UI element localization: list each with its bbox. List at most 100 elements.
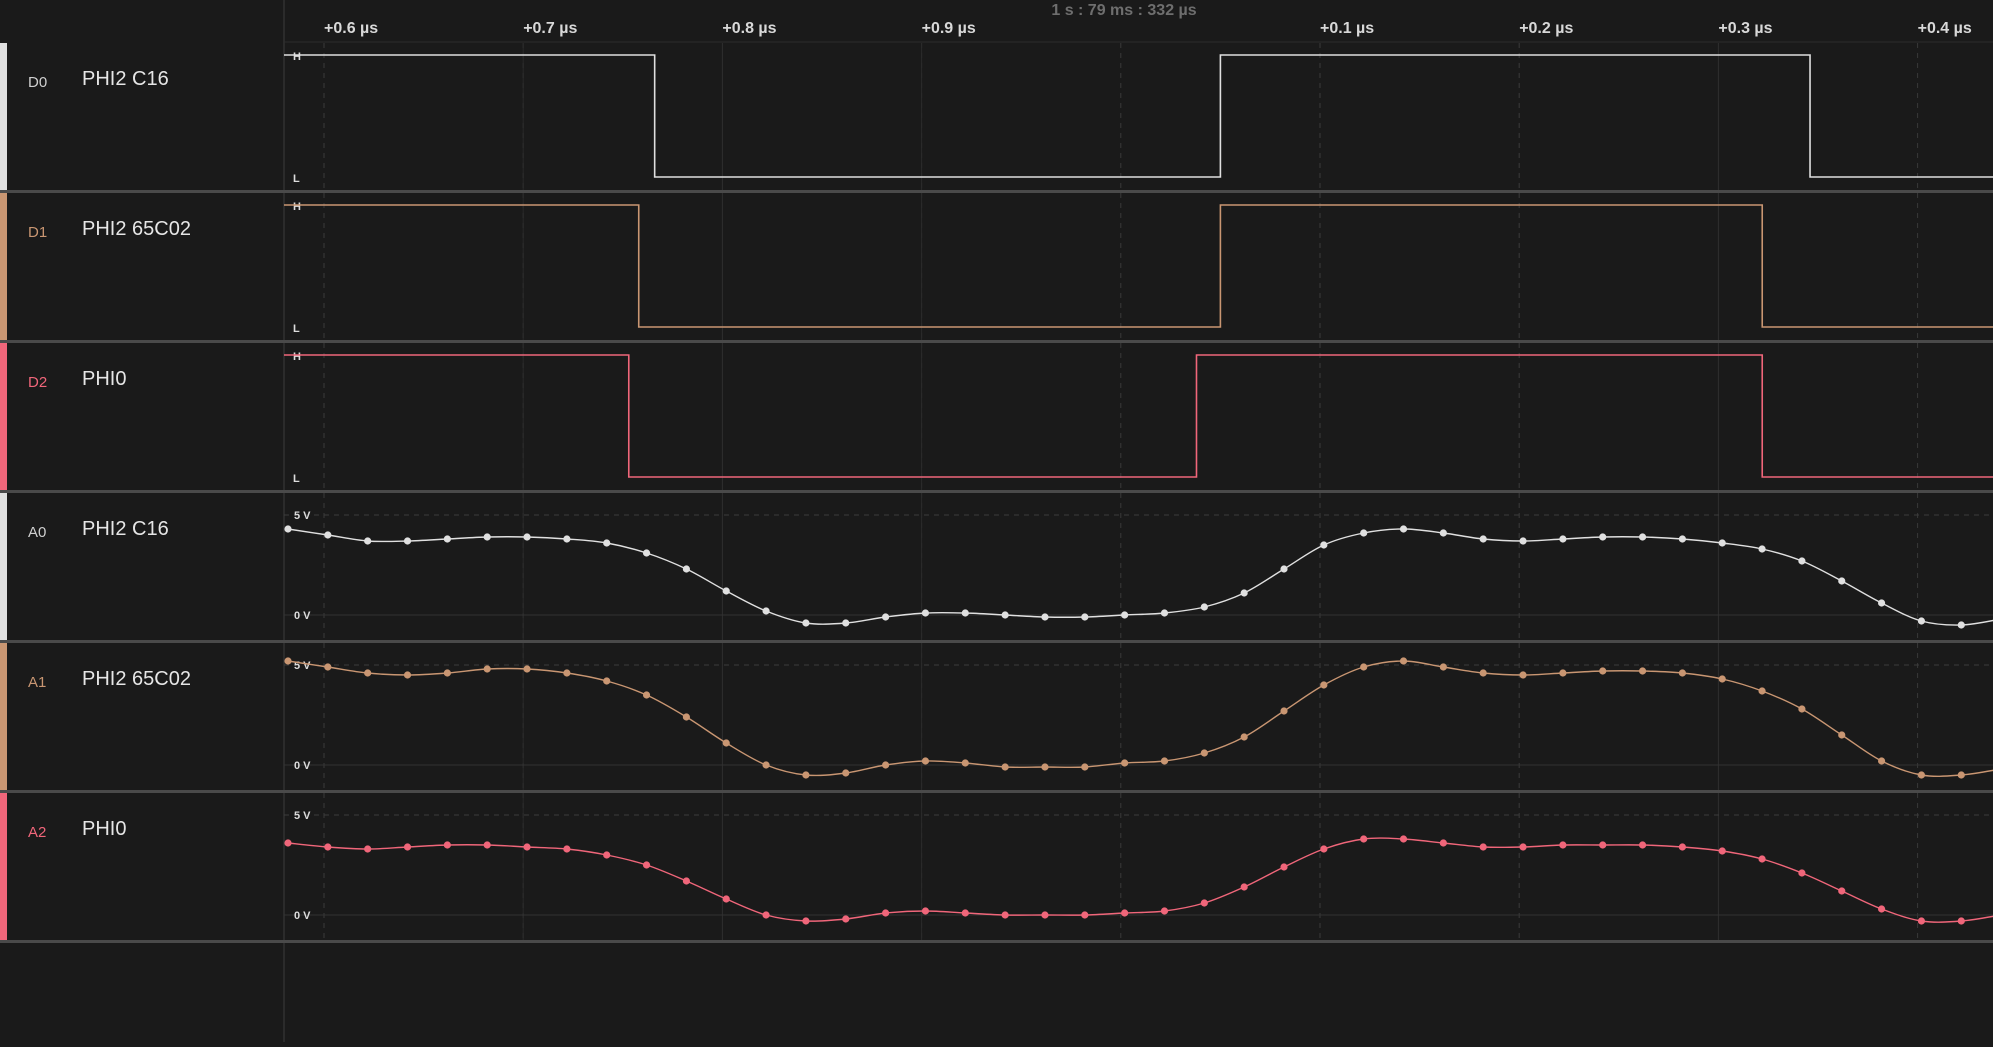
lane-divider (0, 190, 1993, 193)
sample-point (284, 525, 292, 533)
sample-point (1559, 535, 1567, 543)
high-level-label: H (293, 351, 301, 363)
channel-lane-d1: D1 PHI2 65C02 H L (0, 193, 1993, 343)
sample-point (1320, 845, 1328, 853)
level-0v-label: 0 V (294, 610, 311, 622)
sample-point (842, 619, 850, 627)
sample-point (1280, 565, 1288, 573)
sample-point (1718, 847, 1726, 855)
sample-point (563, 669, 571, 677)
sample-point (1399, 835, 1408, 843)
channel-color-bar[interactable] (0, 193, 7, 340)
channel-name[interactable]: PHI0 (82, 368, 126, 390)
analog-trace-group (284, 525, 1993, 629)
level-5v-label: 5 V (294, 810, 311, 822)
sample-point (483, 533, 491, 541)
digital-waveform[interactable] (284, 204, 1993, 328)
sample-point (483, 841, 491, 849)
digital-waveform[interactable] (284, 354, 1993, 478)
sample-point (1599, 841, 1607, 849)
sample-point (1081, 911, 1089, 919)
sample-point (603, 539, 611, 547)
sample-point (1957, 621, 1965, 629)
sample-point (1360, 529, 1368, 537)
sample-point (1878, 599, 1886, 607)
sample-point (1479, 843, 1487, 851)
sample-point (682, 877, 691, 885)
sample-point (523, 533, 531, 541)
sample-point (1121, 909, 1129, 917)
sample-point (1041, 911, 1049, 919)
sample-point (882, 761, 890, 769)
sample-point (364, 537, 372, 545)
sample-point (1638, 841, 1647, 849)
channel-name[interactable]: PHI0 (82, 818, 126, 840)
sample-point (762, 607, 770, 615)
sample-point (921, 757, 930, 765)
sample-point (1001, 911, 1009, 919)
sample-point (802, 771, 810, 779)
sample-point (1638, 533, 1647, 541)
sample-point (722, 587, 730, 595)
sample-point (1200, 899, 1208, 907)
channel-color-bar[interactable] (0, 493, 7, 640)
sample-point (563, 535, 571, 543)
sample-point (1479, 669, 1487, 677)
time-tick-label: +0.4 µs (1918, 20, 1972, 37)
high-level-label: H (293, 201, 301, 213)
sample-point (1240, 883, 1248, 891)
sample-point (882, 613, 890, 621)
analog-trace-group (284, 657, 1993, 779)
channel-id: A0 (28, 524, 46, 541)
sample-point (1678, 843, 1686, 851)
time-tick-label: +0.9 µs (922, 20, 976, 37)
sample-point (642, 861, 651, 869)
sample-point (961, 909, 969, 917)
sample-point (1917, 617, 1926, 625)
sample-point (483, 665, 491, 673)
channel-color-bar[interactable] (0, 643, 7, 790)
channel-lanes: D0 PHI2 C16 H L D1 PHI2 65C02 H L D2 PHI0 H L A0 PHI2… (0, 43, 1993, 943)
sample-point (403, 843, 412, 851)
sample-point (523, 665, 531, 673)
sample-point (682, 713, 691, 721)
low-level-label: L (293, 173, 300, 185)
sample-point (1160, 907, 1169, 915)
sample-point (1678, 669, 1686, 677)
sample-point (842, 769, 850, 777)
channel-color-bar[interactable] (0, 43, 7, 190)
sample-point (1838, 577, 1846, 585)
sample-point (1599, 667, 1607, 675)
digital-waveform[interactable] (284, 54, 1993, 178)
channel-name[interactable]: PHI2 C16 (82, 68, 169, 90)
channel-color-bar[interactable] (0, 343, 7, 490)
sample-point (603, 677, 611, 685)
channel-id: A2 (28, 824, 46, 841)
sample-point (403, 671, 412, 679)
channel-color-bar[interactable] (0, 793, 7, 940)
sample-point (1439, 839, 1447, 847)
low-level-label: L (293, 323, 300, 335)
channel-name[interactable]: PHI2 65C02 (82, 668, 191, 690)
time-tick-label: +0.6 µs (324, 20, 378, 37)
channel-id: D0 (28, 74, 47, 91)
sample-point (1917, 771, 1926, 779)
sample-point (1360, 835, 1368, 843)
sample-point (1479, 535, 1487, 543)
sample-point (1758, 687, 1766, 695)
sample-point (802, 917, 810, 925)
sample-point (443, 841, 451, 849)
sample-point (324, 663, 332, 671)
sample-point (961, 759, 969, 767)
sample-point (1519, 537, 1527, 545)
sample-point (1121, 759, 1129, 767)
channel-name[interactable]: PHI2 C16 (82, 518, 169, 540)
time-ruler: 1 s : 79 ms : 332 µs +0.6 µs +0.7 µs +0.8 … (324, 2, 1972, 37)
sample-point (1439, 529, 1447, 537)
channel-name[interactable]: PHI2 65C02 (82, 218, 191, 240)
sample-point (1399, 525, 1408, 533)
time-tick-label: +0.2 µs (1519, 20, 1573, 37)
analog-trace-group (284, 835, 1993, 925)
level-0v-label: 0 V (294, 910, 311, 922)
